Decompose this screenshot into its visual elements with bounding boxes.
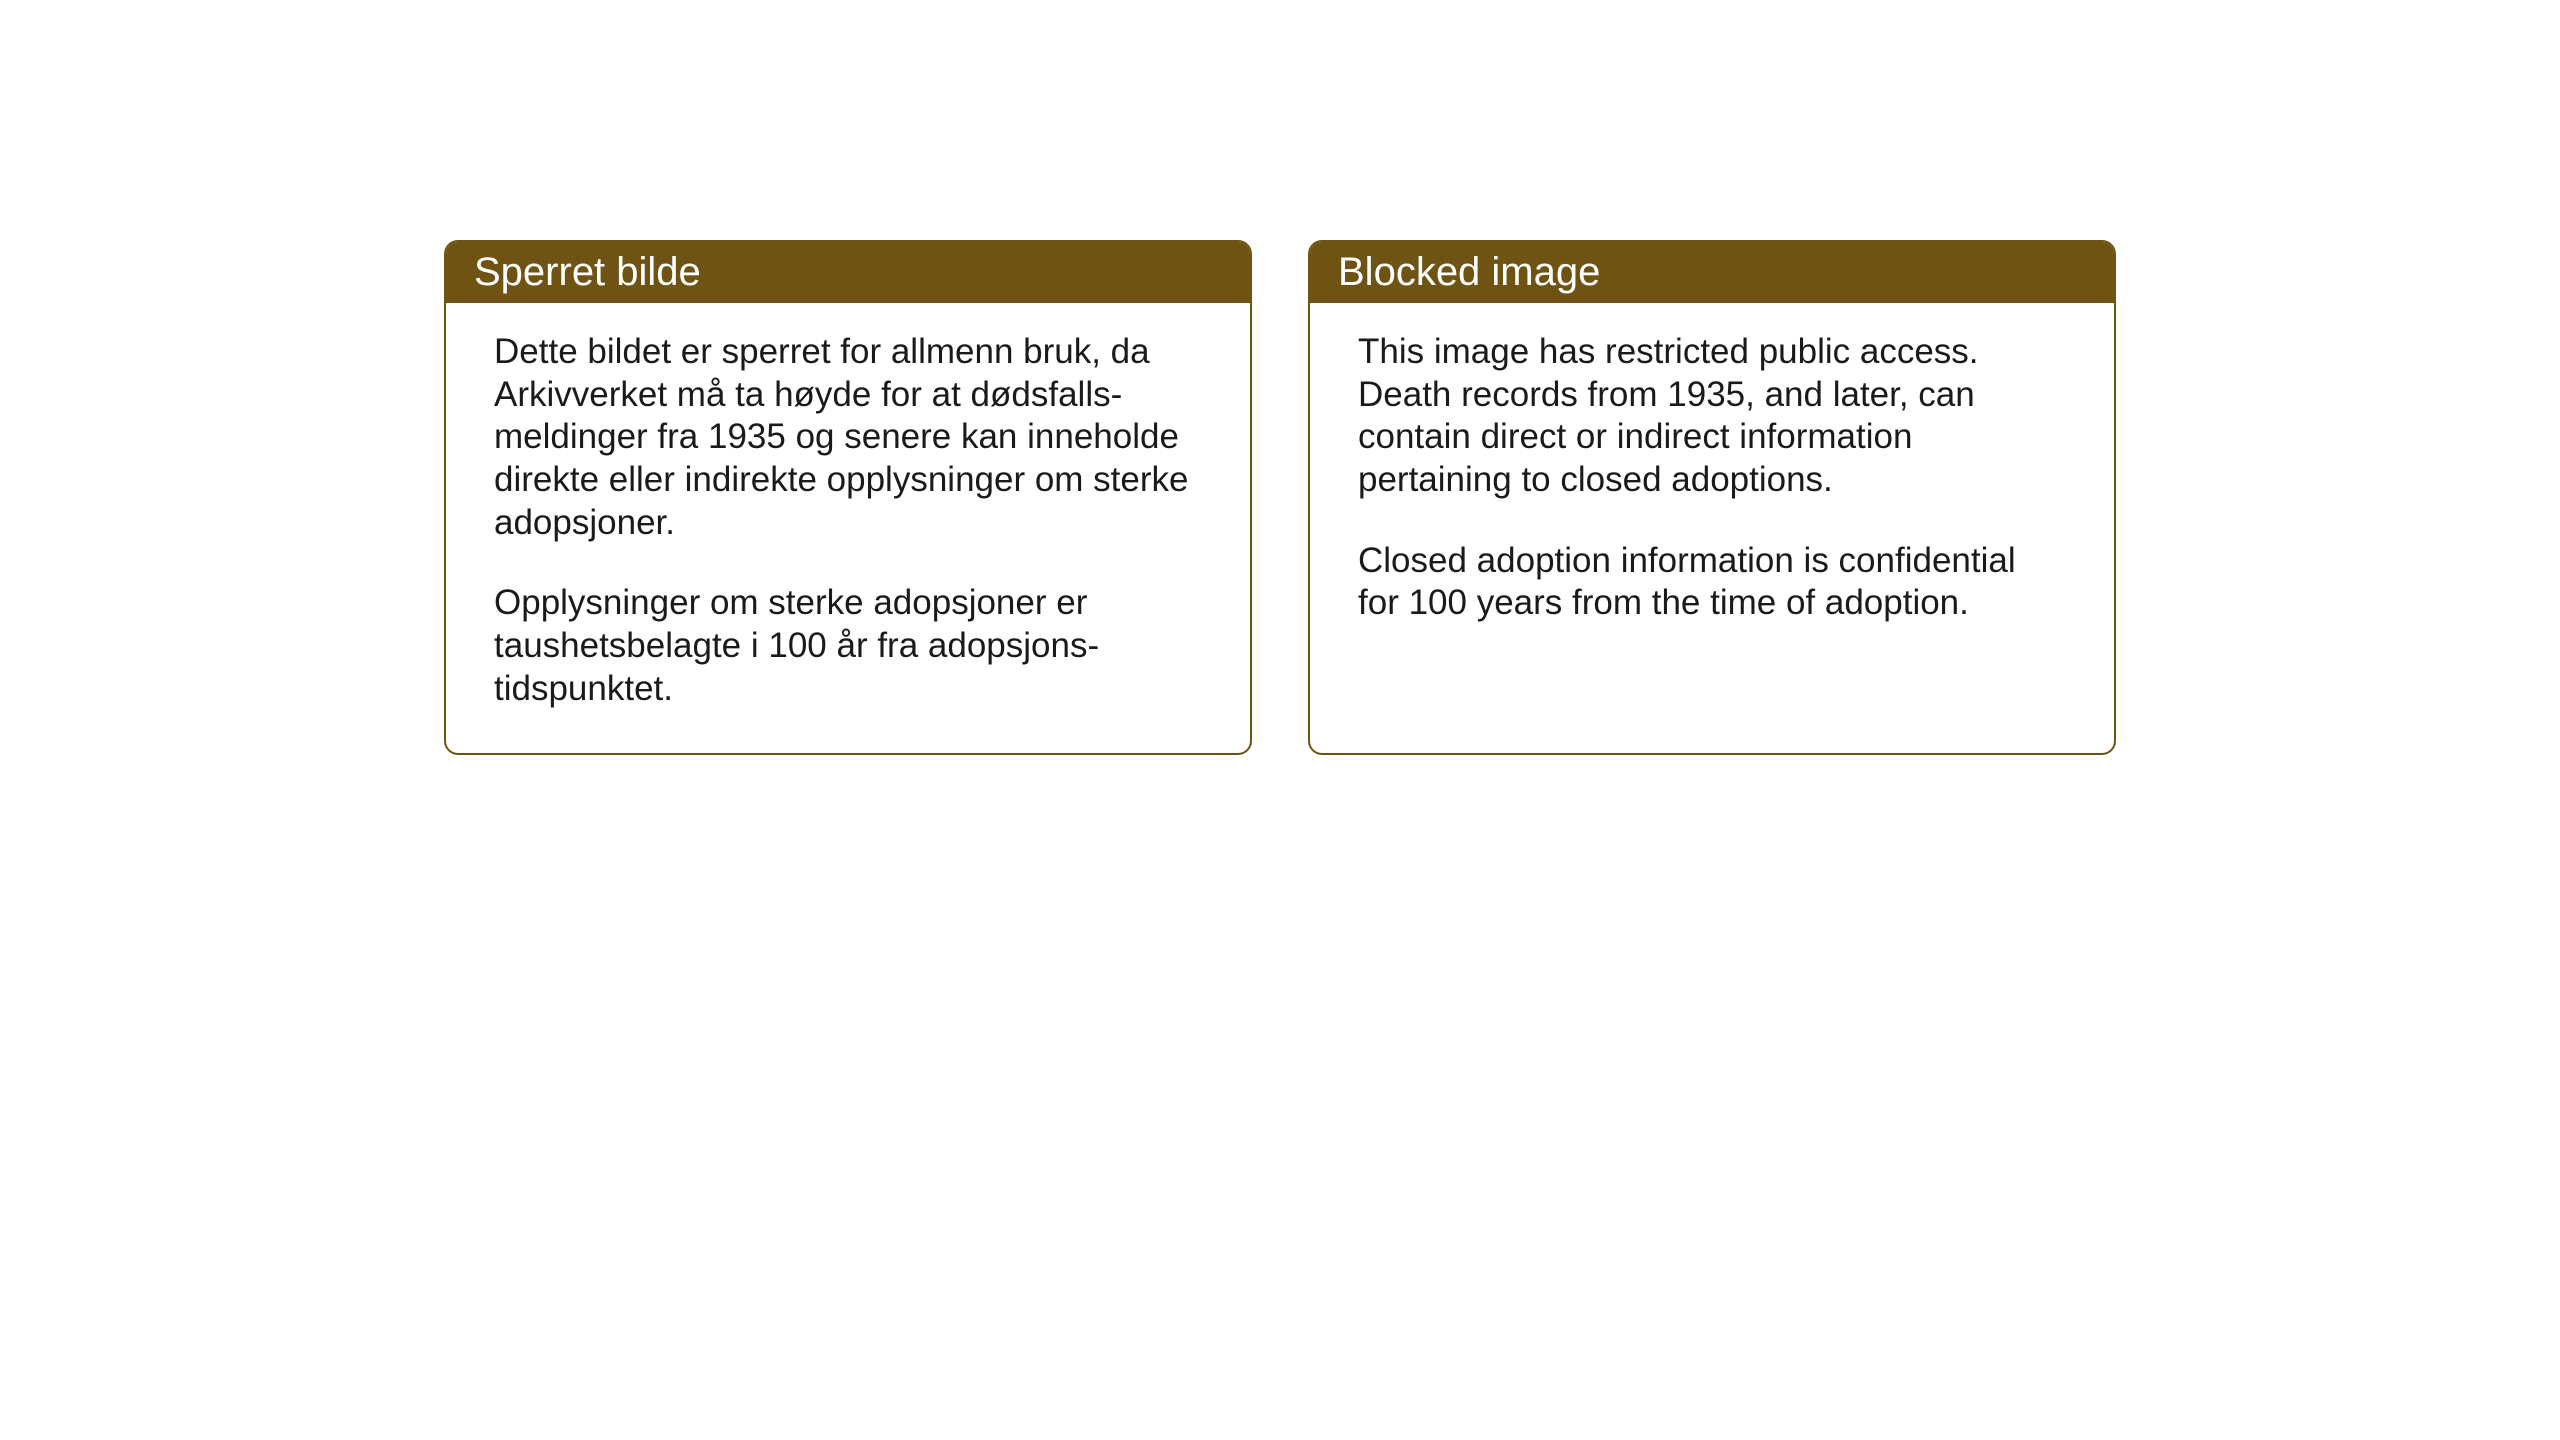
notice-paragraph-1-english: This image has restricted public access.… [1358,331,2066,502]
notice-title-norwegian: Sperret bilde [474,250,701,294]
notice-card-english: Blocked image This image has restricted … [1308,240,2116,755]
notice-body-english: This image has restricted public access.… [1310,303,2114,667]
notice-card-norwegian: Sperret bilde Dette bildet er sperret fo… [444,240,1252,755]
notice-paragraph-1-norwegian: Dette bildet er sperret for allmenn bruk… [494,331,1202,544]
notice-body-norwegian: Dette bildet er sperret for allmenn bruk… [446,303,1250,753]
notice-container: Sperret bilde Dette bildet er sperret fo… [444,240,2116,755]
notice-header-norwegian: Sperret bilde [446,242,1250,303]
notice-paragraph-2-norwegian: Opplysninger om sterke adopsjoner er tau… [494,582,1202,710]
notice-title-english: Blocked image [1338,250,1600,294]
notice-header-english: Blocked image [1310,242,2114,303]
notice-paragraph-2-english: Closed adoption information is confident… [1358,540,2066,625]
